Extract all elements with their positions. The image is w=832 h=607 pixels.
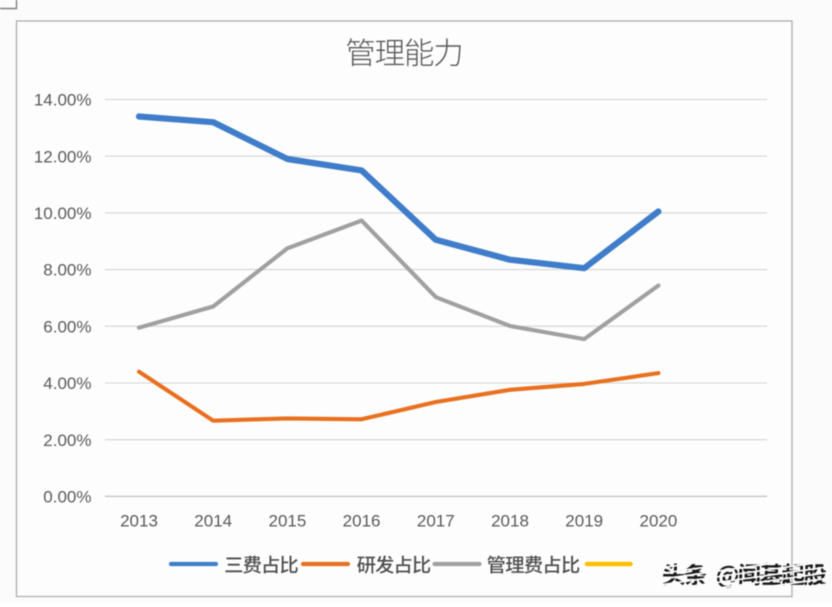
svg-text:2.00%: 2.00% xyxy=(43,431,91,450)
svg-text:2013: 2013 xyxy=(120,511,158,530)
svg-text:10.00%: 10.00% xyxy=(34,204,92,223)
svg-text:2015: 2015 xyxy=(268,511,306,530)
svg-text:2016: 2016 xyxy=(343,511,381,530)
svg-text:6.00%: 6.00% xyxy=(43,317,91,336)
svg-text:2014: 2014 xyxy=(194,511,232,530)
svg-text:4.00%: 4.00% xyxy=(43,374,91,393)
svg-text:2019: 2019 xyxy=(565,511,603,530)
svg-text:12.00%: 12.00% xyxy=(34,147,92,166)
svg-text:14.00%: 14.00% xyxy=(34,91,92,110)
svg-text:8.00%: 8.00% xyxy=(43,261,91,280)
svg-text:2020: 2020 xyxy=(639,511,677,530)
svg-text:0.00%: 0.00% xyxy=(43,488,91,507)
svg-text:2018: 2018 xyxy=(491,511,529,530)
svg-text:2017: 2017 xyxy=(417,511,455,530)
